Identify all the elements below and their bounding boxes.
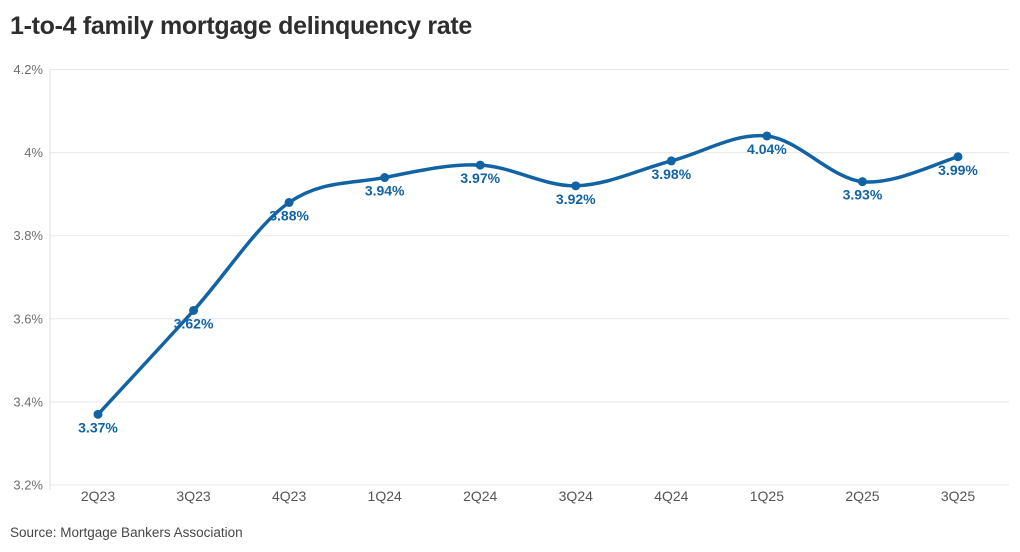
data-point[interactable]: [666, 156, 676, 166]
data-point[interactable]: [571, 181, 581, 191]
chart-title: 1-to-4 family mortgage delinquency rate: [10, 12, 473, 40]
data-point-label: 3.94%: [365, 183, 405, 199]
data-point-label: 3.88%: [269, 207, 309, 223]
x-axis-tick-label: 4Q24: [654, 488, 688, 504]
data-point[interactable]: [857, 177, 867, 187]
x-axis-tick-label: 2Q24: [463, 488, 497, 504]
data-point[interactable]: [380, 173, 390, 183]
x-axis-tick-label: 2Q23: [81, 488, 115, 504]
data-point-label: 3.37%: [78, 419, 118, 435]
x-axis-tick-label: 2Q25: [845, 488, 879, 504]
data-point[interactable]: [762, 131, 772, 141]
data-point-label: 3.62%: [174, 315, 214, 331]
x-axis-tick-label: 1Q25: [750, 488, 784, 504]
data-point-label: 3.93%: [843, 187, 883, 203]
y-axis-tick-label: 3.8%: [13, 228, 43, 243]
x-axis-tick-label: 4Q23: [272, 488, 306, 504]
y-axis-tick-label: 3.6%: [13, 311, 43, 326]
data-point-label: 3.97%: [460, 170, 500, 186]
data-point-label: 3.98%: [651, 166, 691, 182]
data-point[interactable]: [284, 197, 294, 207]
data-point-label: 3.99%: [938, 162, 978, 178]
source-note: Source: Mortgage Bankers Association: [10, 525, 243, 540]
x-axis-tick-label: 3Q24: [559, 488, 593, 504]
data-point-label: 3.92%: [556, 191, 596, 207]
data-point[interactable]: [189, 305, 199, 315]
series-line: [96, 133, 960, 417]
data-point-label: 4.04%: [747, 141, 787, 157]
y-axis-tick-label: 3.4%: [13, 394, 43, 409]
x-axis-tick-label: 1Q24: [368, 488, 402, 504]
y-axis-tick-label: 4%: [24, 145, 43, 160]
y-axis-tick-label: 4.2%: [13, 62, 43, 77]
data-point[interactable]: [475, 160, 485, 170]
y-axis-tick-label: 3.2%: [13, 478, 43, 493]
x-axis-tick-label: 3Q23: [176, 488, 210, 504]
data-point[interactable]: [953, 152, 963, 162]
data-point[interactable]: [93, 409, 103, 419]
x-axis-tick-label: 3Q25: [941, 488, 975, 504]
